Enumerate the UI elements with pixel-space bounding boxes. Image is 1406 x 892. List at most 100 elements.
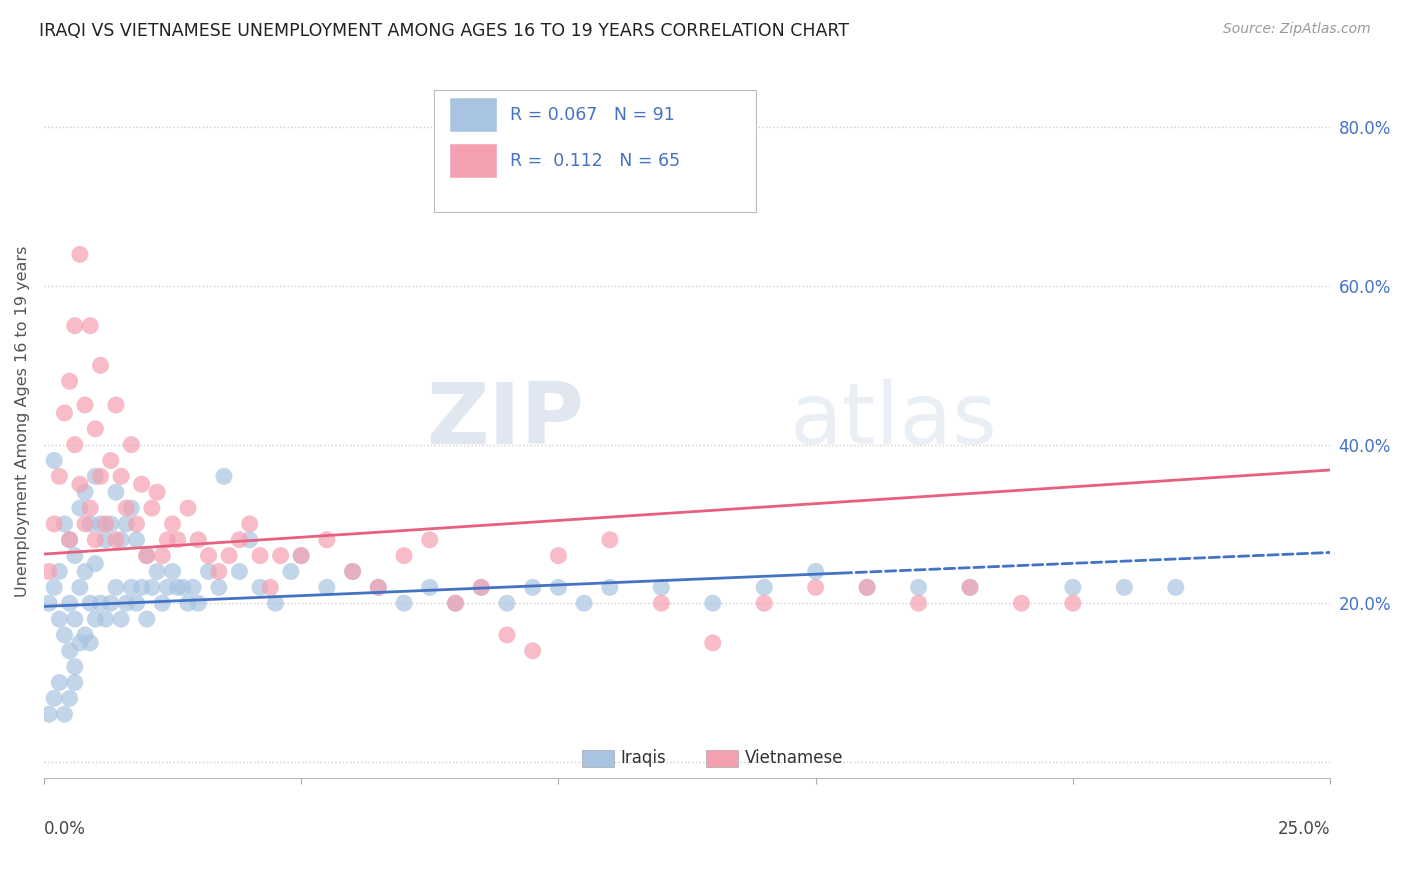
Point — [53, 406, 76, 420]
Point — [315, 533, 337, 547]
Point — [100, 453, 122, 467]
Point — [44, 580, 66, 594]
Point — [547, 549, 569, 563]
Point — [264, 596, 287, 610]
Point — [89, 359, 111, 373]
Point — [79, 516, 101, 531]
Point — [69, 477, 91, 491]
Point — [572, 596, 595, 610]
Point — [239, 533, 262, 547]
Text: R =  0.112   N = 65: R = 0.112 N = 65 — [509, 153, 679, 170]
Point — [48, 675, 70, 690]
Point — [181, 580, 204, 594]
Point — [131, 477, 153, 491]
Point — [599, 533, 621, 547]
Point — [48, 469, 70, 483]
Point — [115, 501, 138, 516]
Point — [156, 533, 179, 547]
Point — [367, 580, 389, 594]
Point — [315, 580, 337, 594]
Point — [804, 580, 827, 594]
Point — [59, 374, 82, 388]
Point — [44, 453, 66, 467]
Point — [110, 612, 132, 626]
Point — [187, 533, 209, 547]
Text: IRAQI VS VIETNAMESE UNEMPLOYMENT AMONG AGES 16 TO 19 YEARS CORRELATION CHART: IRAQI VS VIETNAMESE UNEMPLOYMENT AMONG A… — [39, 22, 849, 40]
Point — [79, 501, 101, 516]
Point — [63, 549, 86, 563]
Point — [89, 596, 111, 610]
Point — [73, 516, 96, 531]
Point — [69, 636, 91, 650]
Point — [522, 644, 544, 658]
Point — [754, 580, 776, 594]
Point — [856, 580, 879, 594]
Point — [172, 580, 194, 594]
Point — [599, 580, 621, 594]
Point — [367, 580, 389, 594]
Point — [38, 596, 60, 610]
Point — [496, 596, 519, 610]
Point — [150, 549, 173, 563]
Point — [125, 596, 148, 610]
Point — [63, 318, 86, 333]
Point — [84, 422, 107, 436]
Point — [84, 469, 107, 483]
Point — [120, 580, 142, 594]
Point — [84, 557, 107, 571]
Point — [63, 612, 86, 626]
Point — [419, 533, 441, 547]
Point — [104, 485, 127, 500]
Point — [125, 533, 148, 547]
Point — [959, 580, 981, 594]
Point — [120, 437, 142, 451]
Point — [1062, 580, 1084, 594]
Point — [125, 516, 148, 531]
Point — [94, 533, 117, 547]
Point — [38, 565, 60, 579]
Point — [754, 596, 776, 610]
Point — [59, 533, 82, 547]
Text: R = 0.067   N = 91: R = 0.067 N = 91 — [509, 106, 675, 124]
Point — [208, 565, 231, 579]
Point — [135, 549, 157, 563]
Point — [650, 580, 672, 594]
Point — [131, 580, 153, 594]
Point — [115, 516, 138, 531]
Point — [702, 596, 724, 610]
FancyBboxPatch shape — [582, 750, 613, 767]
Point — [856, 580, 879, 594]
Point — [79, 318, 101, 333]
Point — [1062, 596, 1084, 610]
Point — [1114, 580, 1136, 594]
Point — [150, 596, 173, 610]
Point — [342, 565, 364, 579]
Point — [59, 596, 82, 610]
Point — [444, 596, 467, 610]
Point — [110, 469, 132, 483]
Point — [177, 501, 200, 516]
FancyBboxPatch shape — [433, 90, 756, 212]
Point — [702, 636, 724, 650]
Point — [104, 398, 127, 412]
Point — [69, 501, 91, 516]
Point — [73, 398, 96, 412]
Text: 25.0%: 25.0% — [1278, 821, 1330, 838]
Point — [53, 628, 76, 642]
Text: ZIP: ZIP — [426, 379, 583, 462]
Y-axis label: Unemployment Among Ages 16 to 19 years: Unemployment Among Ages 16 to 19 years — [15, 245, 30, 597]
FancyBboxPatch shape — [450, 97, 496, 132]
Point — [907, 580, 929, 594]
Point — [104, 580, 127, 594]
Point — [59, 533, 82, 547]
Point — [1164, 580, 1187, 594]
Point — [146, 485, 169, 500]
Point — [1011, 596, 1033, 610]
FancyBboxPatch shape — [450, 144, 496, 178]
Point — [146, 565, 169, 579]
Point — [135, 612, 157, 626]
Point — [115, 596, 138, 610]
Point — [197, 549, 219, 563]
Point — [419, 580, 441, 594]
Point — [804, 565, 827, 579]
